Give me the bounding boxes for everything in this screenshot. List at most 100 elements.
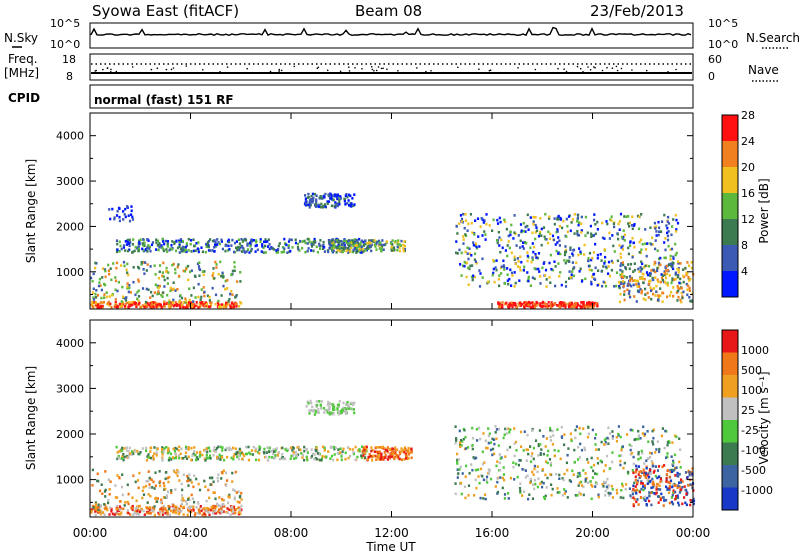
heatmap-cell (507, 497, 510, 500)
heatmap-cell (623, 233, 626, 237)
heatmap-cell (245, 250, 248, 253)
heatmap-cell (659, 498, 662, 502)
heatmap-cell (227, 300, 230, 303)
heatmap-cell (330, 198, 334, 201)
heatmap-cell (210, 505, 213, 509)
heatmap-cell (641, 267, 644, 271)
heatmap-cell (328, 247, 331, 250)
heatmap-cell (225, 447, 228, 450)
heatmap-cell (498, 274, 501, 277)
heatmap-cell (628, 289, 631, 293)
heatmap-cell (219, 445, 223, 449)
heatmap-cell (171, 301, 174, 304)
heatmap-cell (201, 270, 204, 273)
freq-point (667, 71, 669, 73)
heatmap-cell (194, 512, 197, 515)
heatmap-cell (654, 492, 657, 496)
heatmap-cell (648, 475, 651, 479)
heatmap-cell (166, 293, 169, 297)
heatmap-cell (519, 430, 523, 434)
heatmap-cell (635, 500, 638, 504)
heatmap-cell (637, 458, 640, 461)
heatmap-cell (356, 239, 359, 243)
heatmap-cell (608, 274, 612, 278)
heatmap-cell (212, 267, 215, 270)
heatmap-cell (291, 246, 294, 249)
heatmap-cell (347, 251, 350, 254)
heatmap-cell (531, 231, 534, 235)
heatmap-cell (90, 510, 93, 513)
heatmap-cell (122, 246, 125, 249)
heatmap-cell (533, 487, 536, 491)
heatmap-cell (597, 493, 600, 497)
freq-point (534, 68, 537, 71)
heatmap-cell (482, 478, 485, 482)
heatmap-cell (591, 256, 594, 260)
heatmap-cell (471, 444, 474, 447)
heatmap-cell (234, 470, 237, 474)
heatmap-cell (524, 225, 527, 229)
heatmap-cell (339, 447, 342, 450)
heatmap-cell (385, 240, 388, 243)
heatmap-cell (189, 242, 192, 246)
colorbar-tick-label: 1000 (741, 344, 769, 357)
heatmap-cell (337, 240, 340, 244)
heatmap-cell (99, 512, 102, 516)
heatmap-cell (509, 233, 512, 237)
heatmap-cell (551, 268, 554, 272)
heatmap-cell (628, 275, 632, 278)
heatmap-cell (484, 493, 487, 496)
heatmap-cell (182, 473, 185, 477)
heatmap-cell (584, 277, 587, 281)
heatmap-cell (637, 503, 640, 506)
heatmap-cell (162, 504, 166, 508)
heatmap-cell (543, 235, 546, 239)
heatmap-cell (305, 202, 308, 205)
heatmap-cell (330, 204, 333, 208)
heatmap-cell (469, 213, 472, 216)
heatmap-cell (675, 228, 678, 231)
heatmap-cell (140, 260, 143, 264)
heatmap-cell (188, 298, 191, 302)
heatmap-cell (162, 275, 165, 278)
heatmap-cell (554, 243, 557, 246)
heatmap-cell (456, 232, 459, 235)
heatmap-cell (104, 488, 107, 492)
heatmap-cell (580, 229, 583, 232)
heatmap-cell (294, 238, 297, 242)
heatmap-cell (498, 302, 501, 306)
heatmap-cell (553, 454, 556, 458)
heatmap-cell (220, 303, 223, 306)
heatmap-cell (527, 302, 530, 305)
heatmap-cell (115, 250, 119, 254)
heatmap-cell (653, 492, 656, 495)
heatmap-cell (661, 220, 664, 223)
heatmap-cell (155, 238, 158, 242)
heatmap-cell (644, 472, 647, 475)
heatmap-cell (513, 427, 516, 430)
heatmap-cell (547, 304, 550, 308)
heatmap-cell (156, 239, 160, 243)
heatmap-cell (213, 246, 216, 249)
heatmap-cell (332, 412, 335, 416)
heatmap-cell (612, 244, 615, 248)
heatmap-cell (199, 450, 202, 454)
colorbar-segment (722, 420, 738, 443)
heatmap-cell (534, 223, 537, 227)
heatmap-cell (155, 451, 158, 454)
heatmap-cell (192, 485, 195, 489)
heatmap-cell (92, 287, 95, 291)
heatmap-cell (166, 242, 169, 246)
heatmap-cell (122, 210, 125, 213)
heatmap-cell (666, 238, 670, 242)
heatmap-cell (605, 220, 608, 223)
heatmap-cell (129, 241, 132, 244)
heatmap-cell (402, 448, 405, 452)
heatmap-cell (233, 261, 236, 264)
heatmap-cell (676, 496, 680, 500)
heatmap-cell (220, 498, 224, 501)
heatmap-cell (601, 221, 604, 225)
heatmap-cell (156, 302, 159, 305)
heatmap-cell (233, 305, 236, 309)
heatmap-cell (336, 204, 339, 208)
